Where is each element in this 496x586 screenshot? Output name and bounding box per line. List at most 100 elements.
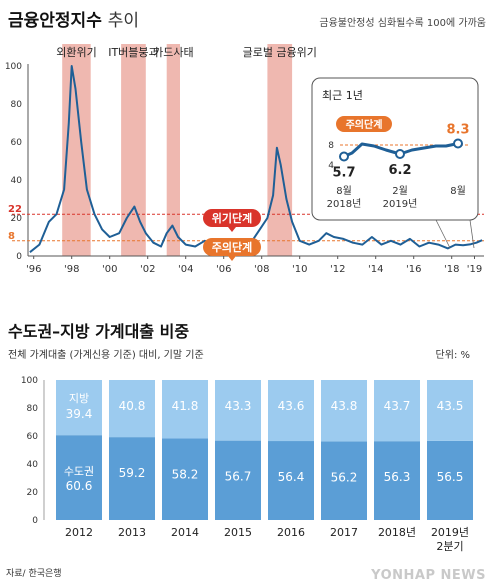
share-x-label: 2014 (171, 526, 199, 539)
bar-region-value: 40.8 (119, 399, 146, 413)
bar-capital-value: 56.7 (225, 470, 252, 484)
bar-capital-value: 56.5 (437, 470, 464, 484)
share-title: 수도권–지방 가계대출 비중 (8, 322, 190, 341)
bar-capital (321, 441, 367, 520)
crisis-label-3: 글로벌 금융위기 (243, 46, 317, 59)
inset-connector-left (435, 219, 451, 249)
crisis-label-2: 카드사태 (153, 46, 193, 59)
share-x-label: 2016 (277, 526, 305, 539)
fsi-y-tick: 80 (11, 100, 23, 110)
fsi-y-tick: 20 (11, 214, 23, 224)
bar-region-value: 43.7 (384, 399, 411, 413)
share-y-tick: 20 (27, 488, 39, 498)
bar-region-value: 39.4 (66, 407, 93, 421)
caution-tag-bg (203, 238, 261, 256)
bar-region-value: 43.8 (331, 399, 358, 413)
inset-value-0: 5.7 (332, 166, 355, 181)
fsi-x-tick: '18 (444, 264, 459, 275)
crisis-tag-pointer (228, 227, 236, 232)
inset-x-label: 2018년 (327, 198, 362, 210)
share-x-label: 2019년 (431, 526, 469, 539)
bar-capital (427, 440, 473, 520)
bar-region (56, 380, 102, 436)
inset-point (395, 149, 405, 159)
crisis-band-3 (267, 44, 293, 256)
ref-value-0: 22 (8, 204, 22, 215)
bar-region (427, 380, 473, 441)
bar-region (321, 380, 367, 442)
share-x-label: 2015 (224, 526, 252, 539)
bar-region (268, 380, 314, 442)
inset-value-2: 8.3 (446, 123, 469, 138)
inset-x-label: 8월 (336, 185, 352, 197)
fsi-x-tick: '14 (368, 264, 383, 275)
inset-tag-bg (336, 116, 392, 132)
bar-capital (162, 438, 208, 520)
bar-capital-value: 56.2 (331, 470, 358, 484)
fsi-y-tick: 0 (16, 252, 22, 262)
inset-point (453, 138, 463, 149)
inset-connector-right (469, 219, 475, 249)
fsi-x-tick: '02 (140, 264, 155, 275)
bar-capital-value: 58.2 (172, 468, 199, 482)
fsi-x-tick: '98 (64, 264, 79, 275)
crisis-band-2 (166, 44, 180, 256)
share-x-label: 2013 (118, 526, 146, 539)
bar-region-value: 43.5 (437, 399, 464, 413)
fsi-y-tick: 60 (11, 138, 23, 148)
inset-title: 최근 1년 (322, 89, 363, 102)
fsi-title: 금융안정지수 추이 (8, 11, 140, 31)
fsi-x-tick: '10 (292, 264, 307, 275)
bar-region-value: 43.6 (278, 399, 305, 413)
share-x-label: 2분기 (436, 540, 463, 553)
share-x-label: 2018년 (378, 526, 416, 539)
fsi-y-tick: 40 (11, 176, 23, 186)
share-x-label: 2017 (330, 526, 358, 539)
share-y-tick: 100 (21, 376, 38, 386)
caution-tag: 주의단계 (212, 240, 252, 254)
bar-region-value: 41.8 (172, 399, 199, 413)
fsi-x-tick: '08 (254, 264, 269, 275)
bar-capital (109, 437, 155, 520)
inset-tag: 주의단계 (346, 118, 383, 131)
bar-capital-value: 59.2 (119, 466, 146, 480)
bar-region-value: 43.3 (225, 399, 252, 413)
source-note: 자료/ 한국은행 (6, 569, 62, 579)
inset-y-tick: 8 (328, 141, 334, 151)
share-y-tick: 40 (27, 460, 39, 470)
share-subtitle: 전체 가계대출 (가계신용 기준) 대비, 기말 기준 (8, 350, 204, 361)
fsi-note: 금융불안정성 심화될수록 100에 가까움 (319, 18, 486, 29)
inset-x-label: 2019년 (383, 198, 418, 210)
bar-region (215, 380, 261, 441)
crisis-label-1: IT버블붕괴 (108, 46, 158, 59)
crisis-label-0: 외환위기 (56, 46, 96, 59)
bar-capital-value: 56.3 (384, 470, 411, 484)
inset-x-label: 2월 (392, 185, 408, 197)
bar-capital (268, 441, 314, 520)
capital-name-label: 수도권 (64, 465, 94, 478)
fsi-x-tick: '96 (26, 264, 41, 275)
bar-capital (56, 435, 102, 520)
ref-value-1: 8 (8, 231, 15, 242)
bar-capital-value: 56.4 (278, 470, 305, 484)
bar-region (374, 380, 420, 442)
share-y-tick: 80 (27, 404, 39, 414)
inset-point (339, 151, 349, 162)
fsi-x-tick: '00 (102, 264, 117, 275)
crisis-tag: 위기단계 (212, 211, 252, 225)
bar-capital-value: 60.6 (66, 479, 93, 493)
bar-region (162, 380, 208, 439)
bar-capital (374, 441, 420, 520)
caution-tag-pointer (228, 256, 236, 261)
share-unit: 단위: % (435, 350, 470, 361)
bar-capital (215, 440, 261, 520)
region-name-label: 지방 (69, 392, 89, 405)
fsi-x-tick: '16 (406, 264, 421, 275)
inset-value-1: 6.2 (388, 163, 411, 178)
fsi-x-tick: '04 (178, 264, 193, 275)
fsi-x-tick: '12 (330, 264, 345, 275)
bar-region (109, 380, 155, 438)
share-x-label: 2012 (65, 526, 93, 539)
